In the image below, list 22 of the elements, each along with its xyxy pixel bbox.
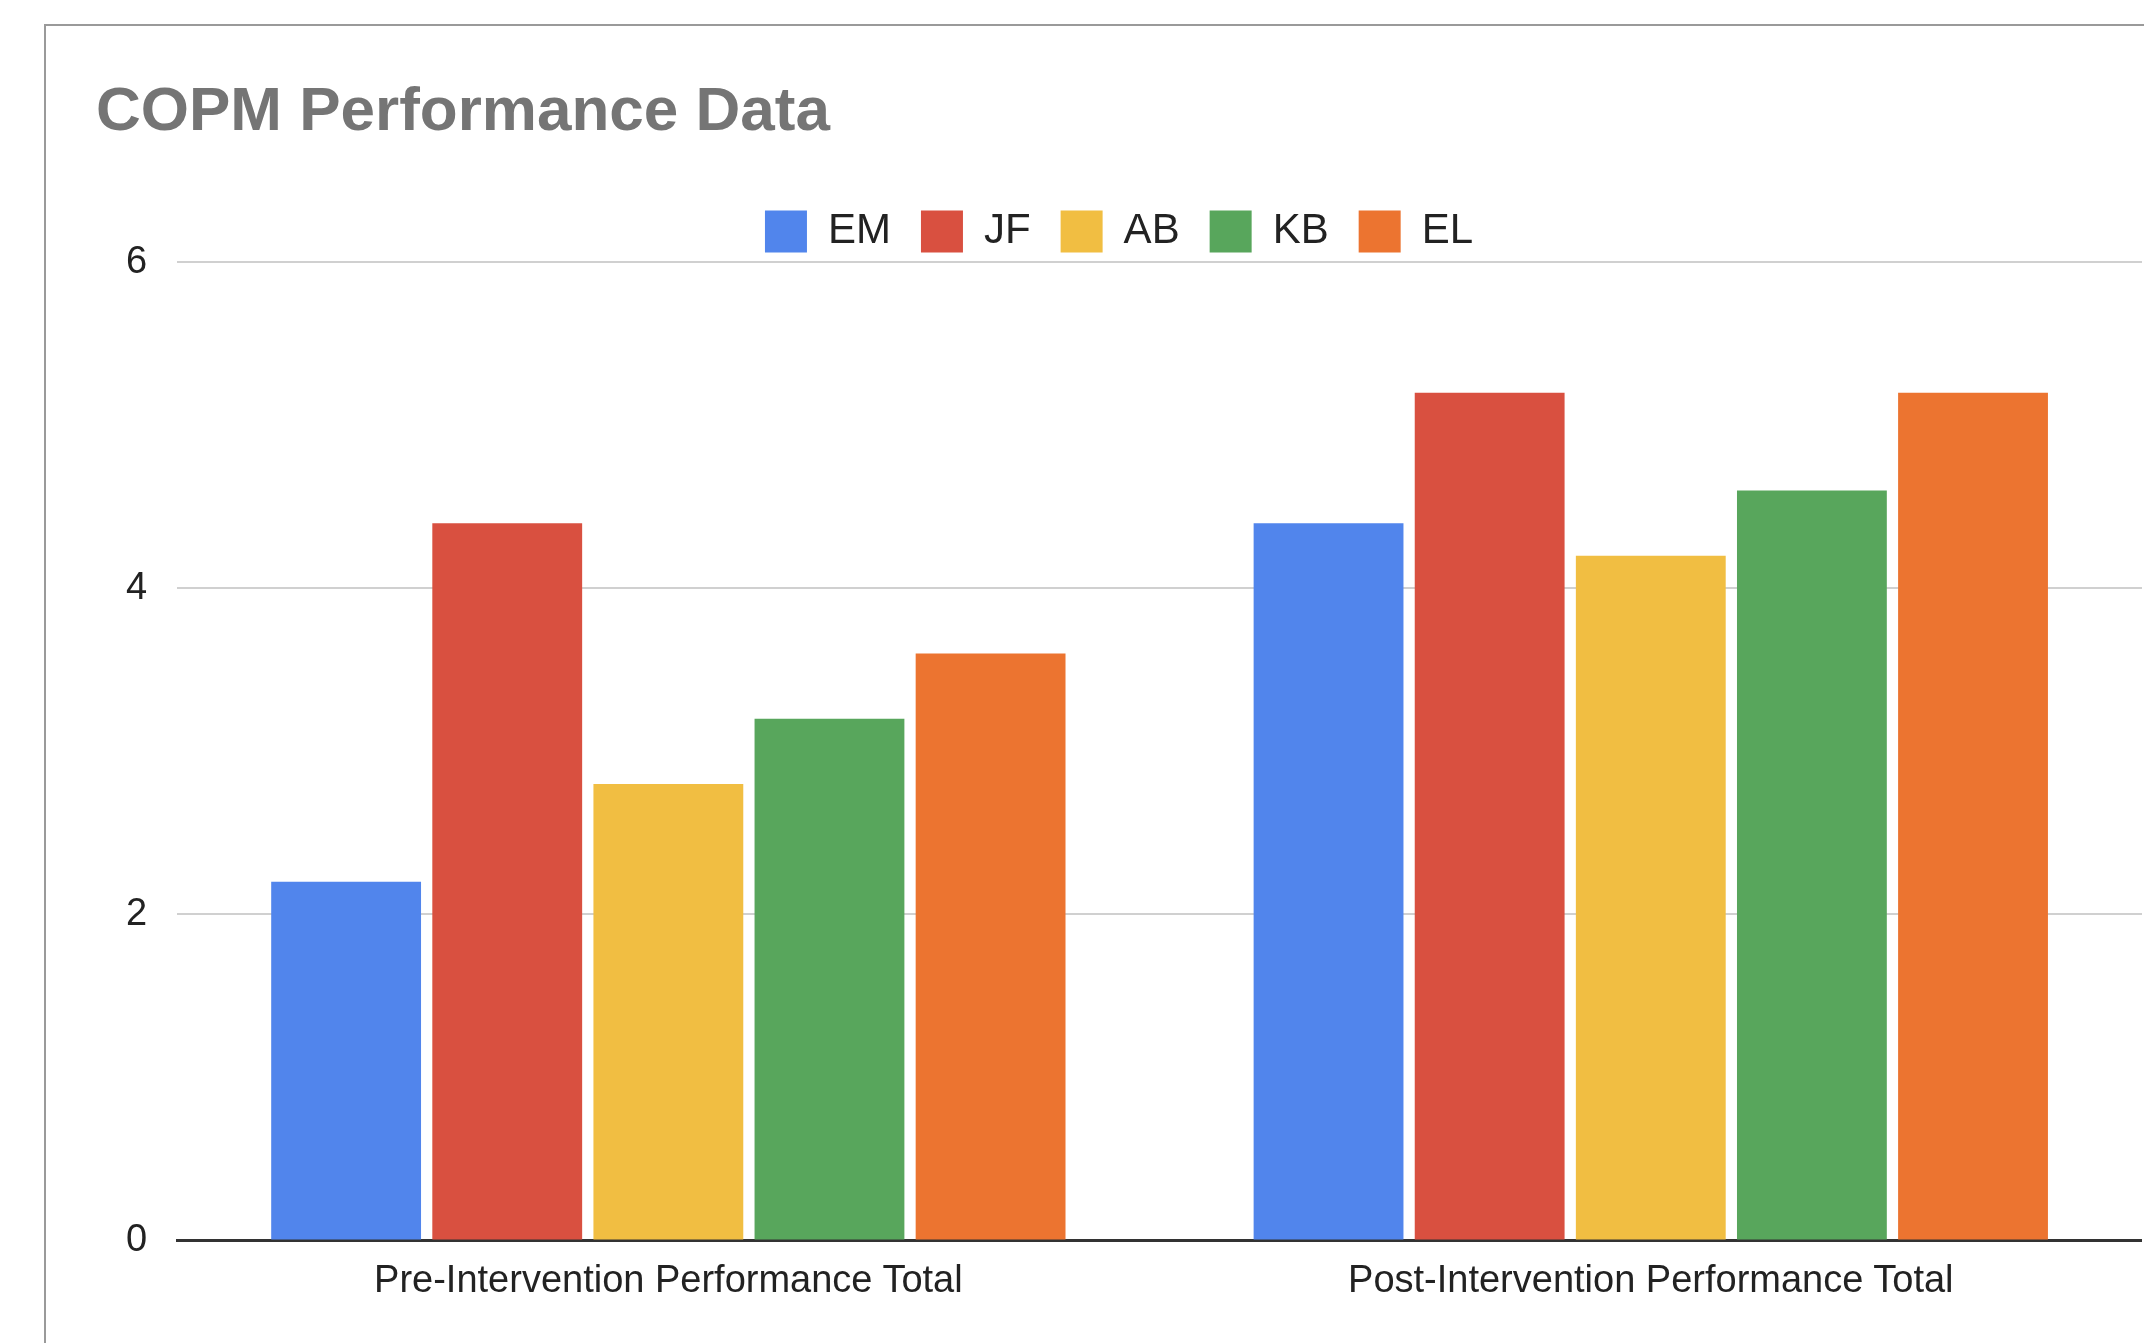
bar: [1736, 490, 1887, 1240]
y-tick-label: 6: [125, 238, 148, 281]
chart-title: COPM Performance Data: [96, 74, 831, 144]
bar: [1414, 392, 1565, 1240]
bar: [754, 718, 905, 1240]
bar: [271, 881, 422, 1240]
x-tick-label: Pre-Intervention Performance Total: [374, 1257, 963, 1300]
legend-label: AB: [1123, 204, 1180, 252]
y-tick-label: 2: [125, 890, 148, 933]
legend-label: EL: [1421, 204, 1474, 252]
legend-label: JF: [983, 204, 1031, 252]
bar: [915, 653, 1066, 1240]
x-tick-label: Post-Intervention Performance Total: [1348, 1257, 1954, 1300]
legend-label: EM: [827, 204, 891, 252]
legend-label: KB: [1272, 204, 1329, 252]
bar: [1253, 523, 1404, 1240]
bar: [1898, 392, 2048, 1240]
y-tick-label: 4: [125, 564, 148, 607]
y-tick-label: 0: [125, 1216, 148, 1259]
bar: [432, 523, 583, 1240]
bar: [593, 784, 744, 1240]
bar: [1575, 555, 1726, 1240]
